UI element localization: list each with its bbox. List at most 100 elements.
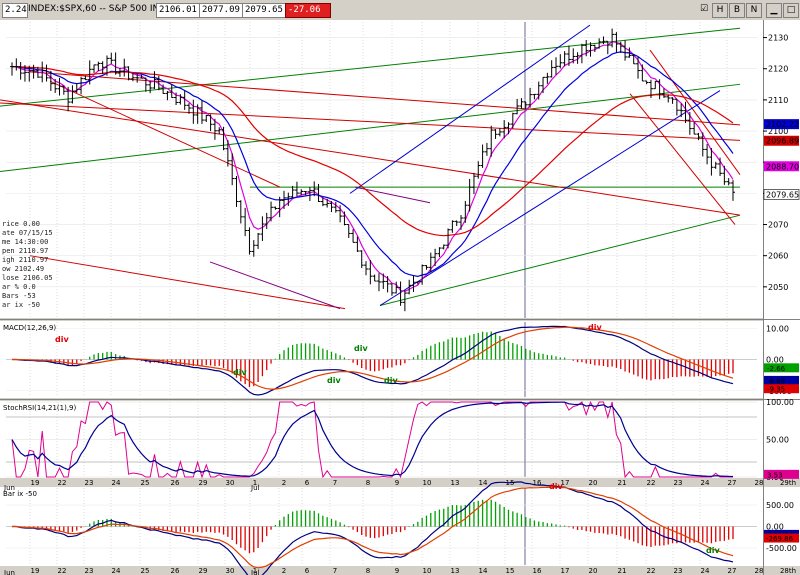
x-tick-label: 28 bbox=[755, 567, 764, 575]
x-tick-label: 21 bbox=[618, 567, 627, 575]
div-annotation: div bbox=[706, 546, 720, 555]
data-window-row: rice 0.00 bbox=[2, 220, 40, 228]
x-tick-label: 14 bbox=[479, 479, 488, 487]
barix-title: Bar ix -50 bbox=[3, 490, 37, 498]
x-tick-label: 26 bbox=[171, 567, 180, 575]
interval-field[interactable]: 2.24 bbox=[2, 3, 28, 18]
data-window-row: ar % 0.0 bbox=[2, 283, 36, 291]
x-tick-label: 28th bbox=[780, 567, 796, 575]
y-tick-label: 10.00 bbox=[766, 324, 789, 333]
y-tick-label: 100.00 bbox=[766, 398, 794, 407]
x-tick-label: 13 bbox=[451, 567, 460, 575]
toolbar-button-a[interactable]: H bbox=[712, 3, 728, 18]
change-field: -27.06 bbox=[285, 3, 331, 18]
barix-slow-line bbox=[12, 486, 734, 569]
x-tick-label: 15 bbox=[506, 567, 515, 575]
minimize-icon[interactable]: ▁ bbox=[766, 3, 782, 18]
x-tick-label: 26 bbox=[171, 479, 180, 487]
x-tick-label: 22 bbox=[58, 567, 67, 575]
trend-line bbox=[29, 255, 346, 310]
y-tick-label: 2110 bbox=[768, 96, 788, 105]
price-tag-label: 2096.89 bbox=[766, 137, 799, 146]
moving-average-line bbox=[12, 66, 734, 237]
x-tick-label: 6 bbox=[305, 567, 310, 575]
stochrsi-title: StochRSI(14,21(1),9) bbox=[3, 404, 76, 412]
x-tick-label: 1 bbox=[253, 479, 257, 487]
x-tick-label: 1 bbox=[253, 567, 257, 575]
x-tick-label: 7 bbox=[333, 567, 337, 575]
data-window-row: ate 07/15/15 bbox=[2, 229, 53, 237]
y-tick-label: 0.00 bbox=[766, 356, 784, 365]
symbol-title: INDEX:$SPX,60 -- S&P 500 INDEX bbox=[28, 4, 178, 14]
x-tick-label: 15 bbox=[506, 479, 515, 487]
x-tick-label: 8 bbox=[366, 567, 370, 575]
x-tick-label: 24 bbox=[701, 479, 710, 487]
y-tick-label: 2050 bbox=[768, 283, 788, 292]
x-tick-label: 17 bbox=[561, 567, 570, 575]
price-tag bbox=[763, 189, 800, 200]
maximize-icon[interactable]: □ bbox=[783, 3, 799, 18]
x-tick-label: 9 bbox=[395, 479, 399, 487]
axis-strip bbox=[0, 478, 800, 487]
barix-tag-label: -269.86 bbox=[766, 535, 794, 543]
div-annotation: div bbox=[549, 482, 563, 491]
trend-line bbox=[349, 24, 591, 194]
month-label: Jul bbox=[250, 569, 260, 575]
price-field-b: 2077.09 bbox=[199, 3, 245, 18]
x-tick-label: 22 bbox=[647, 567, 656, 575]
x-tick-label: 27 bbox=[728, 479, 737, 487]
trend-line bbox=[379, 214, 741, 307]
checkbox-icon[interactable]: ☑ bbox=[700, 4, 709, 14]
y-tick-label: 2100 bbox=[768, 127, 788, 136]
x-tick-label: 16 bbox=[533, 479, 542, 487]
x-tick-label: 24 bbox=[112, 567, 121, 575]
y-tick-label: 50.00 bbox=[766, 436, 789, 445]
x-tick-label: 2 bbox=[282, 567, 286, 575]
price-tag-label: 2102.22 bbox=[766, 120, 799, 129]
data-window-row: lose 2106.05 bbox=[2, 274, 53, 282]
y-tick-label: 2060 bbox=[768, 252, 788, 261]
price-field-c: 2079.65 bbox=[242, 3, 288, 18]
x-tick-label: 7 bbox=[333, 479, 337, 487]
x-tick-label: 23 bbox=[85, 479, 94, 487]
x-tick-label: 9 bbox=[395, 567, 399, 575]
price-tag bbox=[764, 161, 799, 172]
macd-title: MACD(12,26,9) bbox=[3, 324, 56, 332]
x-tick-label: 10 bbox=[423, 479, 432, 487]
macd-tag bbox=[764, 384, 799, 394]
x-tick-label: 19 bbox=[31, 567, 40, 575]
y-tick-label: 0.00 bbox=[766, 523, 784, 532]
div-annotation: div bbox=[588, 323, 602, 332]
div-annotation: div bbox=[233, 368, 247, 377]
month-label: Jun bbox=[3, 569, 15, 575]
price-tag bbox=[764, 135, 799, 146]
toolbar-button-c[interactable]: N bbox=[746, 3, 762, 18]
toolbar-button-b[interactable]: B bbox=[729, 3, 745, 18]
div-annotation: div bbox=[384, 376, 398, 385]
x-tick-label: 16 bbox=[533, 567, 542, 575]
div-annotation: div bbox=[327, 376, 341, 385]
data-window: rice 0.00 ate 07/15/15 me 14:30:00 pen 2… bbox=[2, 220, 53, 309]
x-tick-label: 6 bbox=[305, 479, 310, 487]
x-tick-label: 20 bbox=[589, 479, 598, 487]
trend-line bbox=[49, 80, 281, 188]
x-tick-label: 10 bbox=[423, 567, 432, 575]
data-window-row: Bars -53 bbox=[2, 292, 36, 300]
macd-signal-line bbox=[12, 326, 734, 390]
x-tick-label: 20 bbox=[589, 567, 598, 575]
macd-tag-label: -6.69 bbox=[767, 377, 785, 385]
data-window-row: ow 2102.49 bbox=[2, 265, 44, 273]
x-tick-label: 30 bbox=[226, 567, 235, 575]
x-tick-label: 29 bbox=[199, 479, 208, 487]
macd-tag bbox=[764, 363, 799, 373]
macd-tag-label: -2.66 bbox=[767, 365, 786, 373]
x-tick-label: 24 bbox=[701, 567, 710, 575]
trend-line bbox=[354, 186, 431, 204]
x-tick-label: 23 bbox=[674, 567, 683, 575]
x-tick-label: 24 bbox=[112, 479, 121, 487]
x-tick-label: 22 bbox=[647, 479, 656, 487]
y-tick-label: -500.00 bbox=[766, 544, 797, 553]
chart-canvas: 1919222223232424252526262929303011226677… bbox=[0, 20, 800, 575]
barix-tag bbox=[764, 533, 799, 543]
div-annotation: div bbox=[55, 335, 69, 344]
